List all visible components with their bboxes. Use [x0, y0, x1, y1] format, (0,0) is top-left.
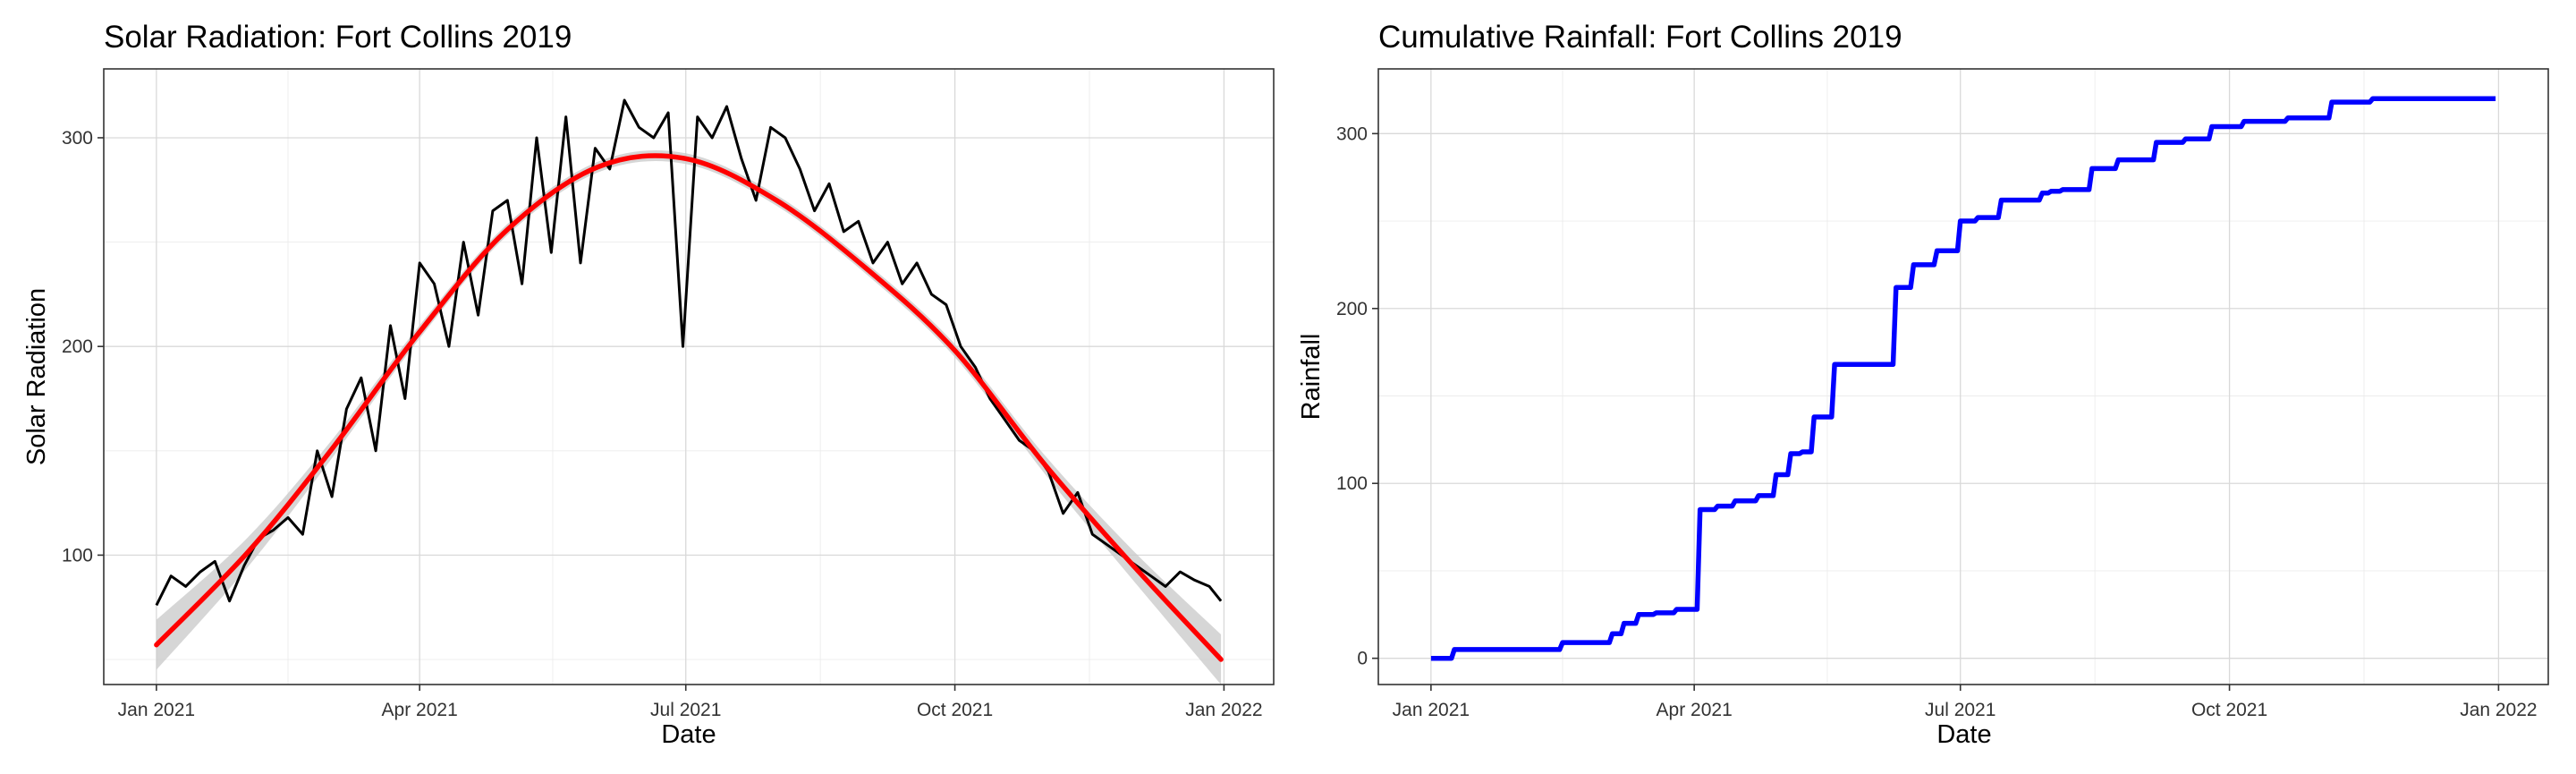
rainfall-y-axis: 0 100 200 300	[1336, 123, 1378, 669]
solar-y-tick-label: 100	[62, 545, 93, 566]
solar-y-axis: 100 200 300	[62, 128, 104, 566]
rainfall-panel: Cumulative Rainfall: Fort Collins 2019 J…	[1297, 20, 2549, 749]
rainfall-x-tick-label: Jul 2021	[1925, 700, 1996, 720]
rainfall-y-tick-label: 300	[1336, 123, 1368, 144]
solar-confidence-band	[156, 150, 1222, 685]
rainfall-x-axis-label: Date	[1936, 720, 1991, 749]
solar-y-tick-label: 300	[62, 128, 93, 149]
solar-x-tick-label: Jan 2021	[118, 700, 195, 720]
rainfall-grid	[1378, 69, 2548, 685]
rainfall-y-tick-label: 200	[1336, 299, 1368, 319]
rainfall-y-axis-label: Rainfall	[1297, 334, 1326, 421]
rainfall-title: Cumulative Rainfall: Fort Collins 2019	[1378, 20, 1902, 55]
solar-y-axis-label: Solar Radiation	[22, 288, 51, 465]
rainfall-y-tick-label: 100	[1336, 473, 1368, 494]
rainfall-x-tick-label: Jan 2021	[1393, 700, 1470, 720]
solar-panel-border	[103, 68, 1275, 685]
rainfall-cumulative-line	[1430, 96, 2496, 661]
rainfall-panel-border	[1377, 68, 2549, 685]
solar-daily-line	[155, 98, 1223, 607]
solar-smooth-line	[154, 153, 1224, 662]
solar-grid	[104, 69, 1274, 685]
solar-x-tick-label: Jan 2022	[1185, 700, 1262, 720]
rainfall-y-tick-label: 0	[1357, 649, 1368, 669]
solar-x-axis-label: Date	[661, 720, 716, 749]
solar-x-tick-label: Apr 2021	[382, 700, 458, 720]
rainfall-x-tick-label: Jan 2022	[2460, 700, 2537, 720]
solar-x-tick-label: Jul 2021	[650, 700, 721, 720]
solar-panel: Solar Radiation: Fort Collins 2019 Jan 2…	[22, 20, 1275, 749]
solar-x-axis: Jan 2021 Apr 2021 Jul 2021 Oct 2021 Jan 2022	[118, 685, 1263, 720]
rainfall-x-axis: Jan 2021 Apr 2021 Jul 2021 Oct 2021 Jan 2022	[1393, 685, 2538, 720]
rainfall-x-tick-label: Oct 2021	[2191, 700, 2267, 720]
solar-x-tick-label: Oct 2021	[917, 700, 993, 720]
rainfall-x-tick-label: Apr 2021	[1657, 700, 1733, 720]
solar-y-tick-label: 200	[62, 336, 93, 357]
solar-title: Solar Radiation: Fort Collins 2019	[104, 20, 572, 55]
